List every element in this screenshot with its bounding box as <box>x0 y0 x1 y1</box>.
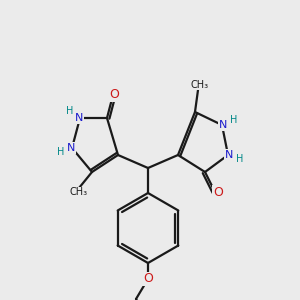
Text: N: N <box>67 143 75 153</box>
Text: H: H <box>236 154 244 164</box>
Text: O: O <box>109 88 119 101</box>
Text: H: H <box>57 147 65 157</box>
Text: CH₃: CH₃ <box>191 80 209 90</box>
Text: O: O <box>143 272 153 286</box>
Text: O: O <box>213 185 223 199</box>
Text: H: H <box>230 115 238 125</box>
Text: H: H <box>66 106 74 116</box>
Text: N: N <box>75 113 83 123</box>
Text: N: N <box>219 120 227 130</box>
Text: N: N <box>225 150 233 160</box>
Text: CH₃: CH₃ <box>70 187 88 197</box>
